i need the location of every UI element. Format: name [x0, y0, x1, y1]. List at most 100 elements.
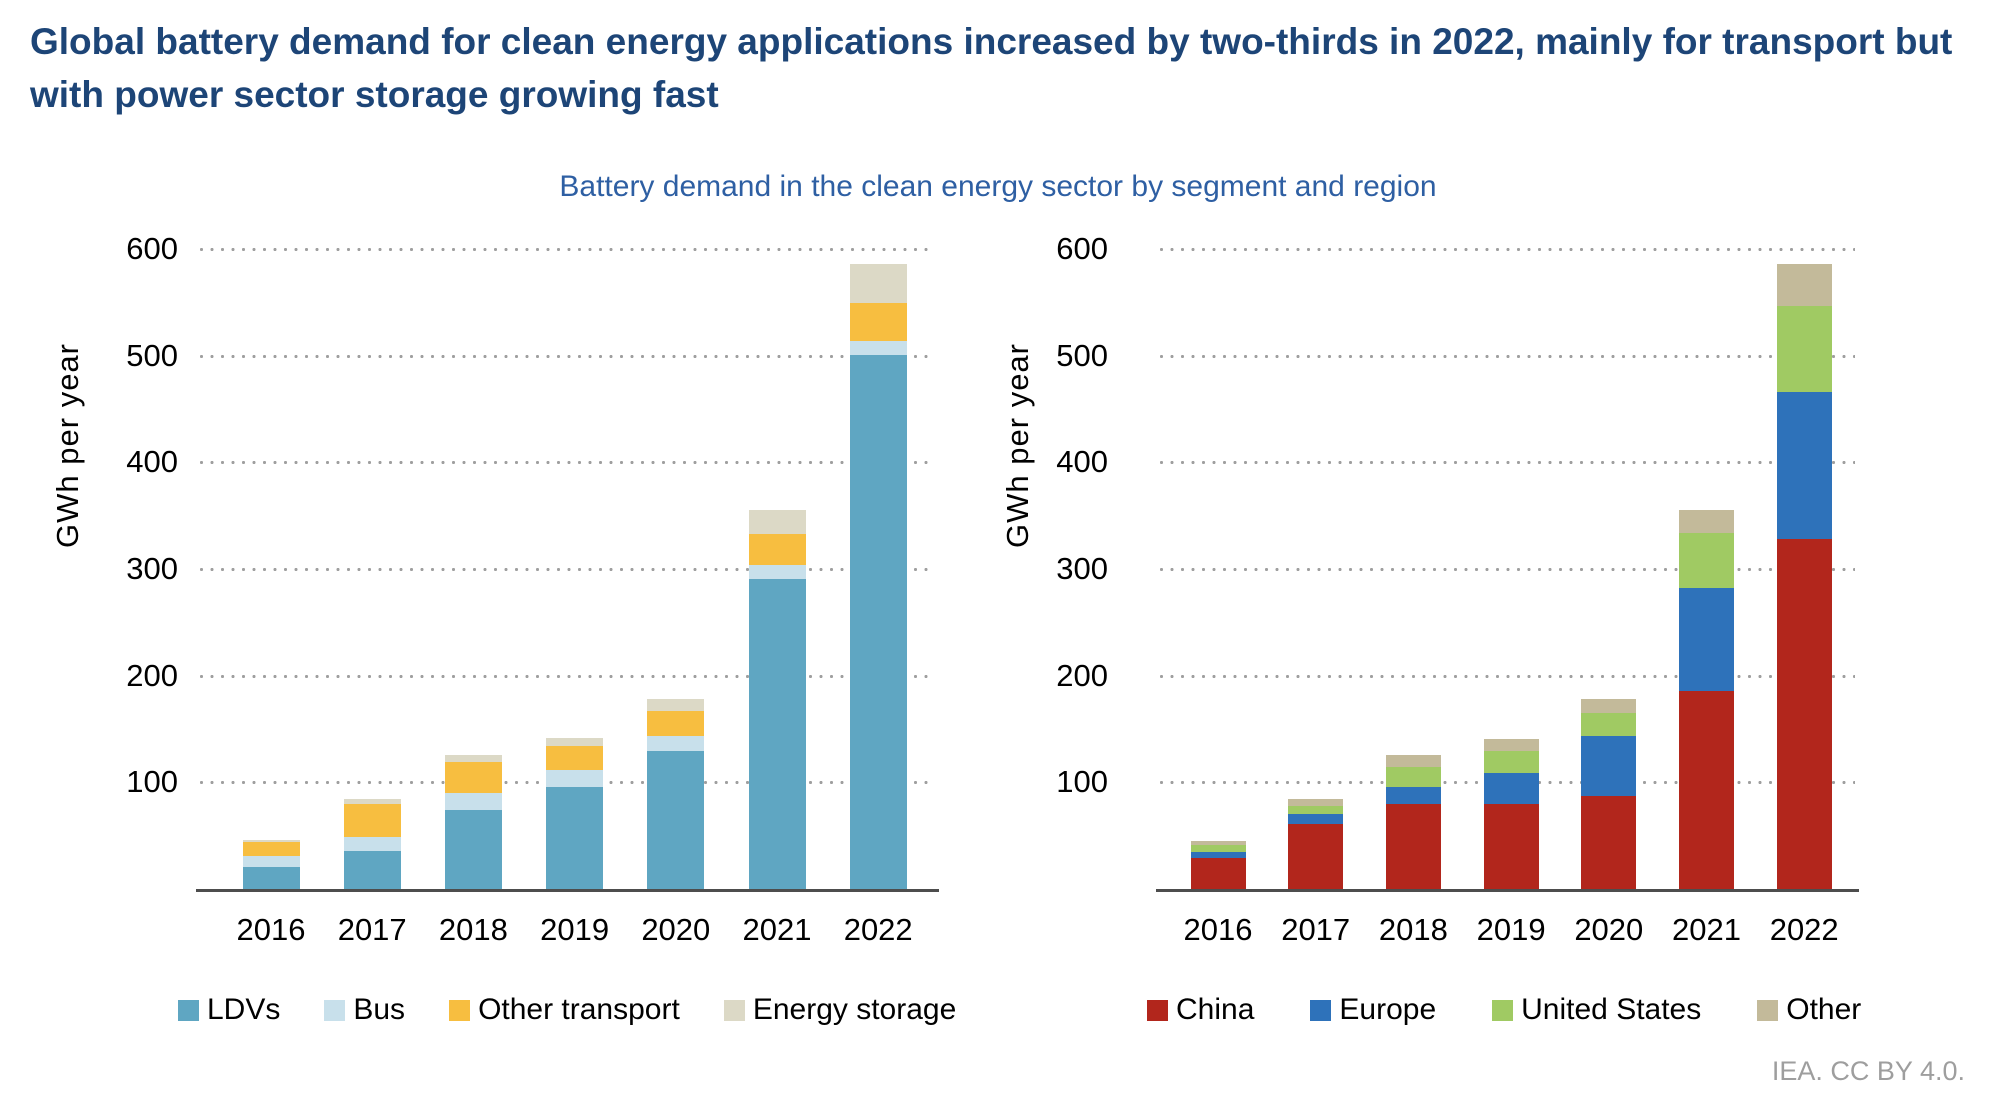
segment-year-label-2021: 2021 — [742, 912, 812, 947]
other-transport-swatch-icon — [449, 999, 471, 1021]
bar-region-2016-united-states — [1190, 845, 1246, 852]
segment-legend: LDVs Bus Other transport Energy storage — [178, 993, 956, 1027]
segment-legend-label-bus: Bus — [353, 993, 406, 1026]
bar-region-2018-united-states — [1385, 767, 1441, 787]
region-year-label-2018: 2018 — [1378, 912, 1448, 947]
region-gridline-600 — [1160, 248, 1855, 251]
region-ytick-200: 200 — [1056, 657, 1108, 693]
segment-legend-label-ldvs: LDVs — [207, 993, 281, 1026]
other-swatch-icon — [1757, 999, 1779, 1021]
segment-legend-item-ldvs: LDVs — [178, 993, 280, 1027]
segment-gridline-400 — [200, 461, 935, 465]
bar-segment-2016-ldvs — [242, 866, 300, 889]
region-legend-item-other: Other — [1757, 993, 1861, 1027]
bar-region-2022-china — [1776, 539, 1832, 889]
bar-segment-2016-energy-storage — [242, 839, 300, 843]
region-year-label-2019: 2019 — [1476, 912, 1546, 947]
region-x-axis-line — [1156, 889, 1859, 892]
segment-gridline-500 — [200, 354, 935, 358]
bar-region-2020-europe — [1581, 736, 1637, 797]
segment-legend-label-energy-storage: Energy storage — [752, 993, 957, 1026]
segment-legend-label-other-transport: Other transport — [478, 993, 680, 1026]
bar-region-2020-united-states — [1581, 713, 1637, 737]
segment-year-label-2019: 2019 — [540, 912, 610, 947]
region-year-label-2021: 2021 — [1672, 912, 1741, 947]
bar-segment-2020-ldvs — [647, 751, 705, 889]
region-legend-label-europe: Europe — [1339, 993, 1437, 1026]
segment-gridline-300 — [200, 568, 935, 571]
bar-region-2016-europe — [1190, 851, 1246, 859]
segment-gridline-200 — [200, 674, 935, 678]
segment-legend-item-other-transport: Other transport — [449, 993, 680, 1027]
bar-segment-2020-other-transport — [647, 710, 705, 737]
bar-region-2016-china — [1190, 858, 1246, 889]
bar-region-2018-europe — [1385, 786, 1441, 804]
bar-region-2019-other — [1483, 738, 1539, 752]
region-gridline-200 — [1160, 674, 1855, 678]
region-ytick-500: 500 — [1056, 337, 1108, 373]
bar-segment-2022-ldvs — [849, 354, 907, 889]
bar-segment-2017-other-transport — [343, 803, 401, 837]
energy-storage-swatch-icon — [723, 999, 745, 1021]
region-ytick-600: 600 — [1056, 231, 1108, 266]
segment-year-label-2018: 2018 — [438, 912, 508, 947]
bar-region-2022-united-states — [1776, 305, 1832, 392]
page-title: Global battery demand for clean energy a… — [30, 21, 1953, 115]
bar-region-2021-europe — [1679, 588, 1734, 691]
segment-ytick-500: 500 — [126, 337, 178, 373]
segment-year-label-2017: 2017 — [337, 912, 407, 947]
bar-region-2019-united-states — [1483, 751, 1539, 773]
bar-segment-2019-energy-storage — [546, 737, 604, 747]
segment-ytick-100: 100 — [126, 764, 178, 800]
bar-region-2018-other — [1385, 754, 1441, 768]
region-legend-label-other: Other — [1786, 993, 1862, 1026]
segment-legend-item-bus: Bus — [324, 993, 405, 1027]
bus-swatch-icon — [324, 999, 346, 1021]
bar-region-2020-other — [1581, 699, 1637, 713]
region-legend-item-united-states: United States — [1492, 993, 1701, 1027]
bar-segment-2021-energy-storage — [748, 510, 806, 534]
region-ytick-300: 300 — [1056, 551, 1108, 586]
segment-plot-area — [196, 248, 939, 892]
region-gridline-500 — [1160, 354, 1855, 358]
region-year-label-2022: 2022 — [1769, 912, 1839, 947]
bar-segment-2020-energy-storage — [647, 699, 705, 711]
bar-segment-2019-ldvs — [546, 786, 604, 889]
bar-segment-2018-ldvs — [444, 810, 502, 889]
bar-segment-2017-bus — [343, 836, 401, 851]
china-swatch-icon — [1147, 999, 1168, 1021]
segment-gridline-600 — [200, 248, 935, 251]
bar-segment-2020-bus — [647, 736, 705, 752]
segment-ytick-200: 200 — [126, 657, 178, 693]
segment-ytick-600: 600 — [126, 231, 178, 266]
bar-region-2021-other — [1679, 510, 1734, 533]
bar-region-2017-china — [1288, 823, 1344, 889]
bar-segment-2021-ldvs — [748, 578, 806, 889]
bar-region-2021-china — [1679, 690, 1734, 889]
region-legend-item-china: China — [1147, 993, 1254, 1027]
bar-region-2018-china — [1385, 803, 1441, 889]
bar-region-2021-united-states — [1679, 532, 1734, 589]
region-ytick-100: 100 — [1056, 764, 1108, 800]
bar-region-2017-other — [1288, 799, 1344, 806]
united-states-swatch-icon — [1492, 999, 1514, 1021]
segment-year-label-2020: 2020 — [641, 912, 711, 947]
bar-region-2019-china — [1483, 803, 1539, 889]
europe-swatch-icon — [1310, 999, 1332, 1021]
bar-segment-2016-bus — [242, 855, 300, 867]
bar-segment-2022-energy-storage — [849, 263, 907, 304]
bar-segment-2022-other-transport — [849, 303, 907, 341]
bar-region-2016-other — [1190, 841, 1246, 846]
region-gridline-400 — [1160, 461, 1855, 465]
region-gridline-300 — [1160, 568, 1855, 571]
bar-region-2022-other — [1776, 263, 1832, 306]
segment-year-label-2016: 2016 — [236, 912, 306, 947]
region-legend-label-china: China — [1176, 993, 1255, 1026]
bar-segment-2021-bus — [748, 564, 806, 579]
segment-x-axis-line — [196, 889, 939, 892]
source-credit: IEA. CC BY 4.0. — [1771, 1056, 1965, 1086]
region-year-label-2017: 2017 — [1281, 912, 1351, 947]
region-year-label-2020: 2020 — [1574, 912, 1644, 947]
bar-region-2017-europe — [1288, 814, 1344, 824]
region-ytick-400: 400 — [1056, 444, 1108, 480]
